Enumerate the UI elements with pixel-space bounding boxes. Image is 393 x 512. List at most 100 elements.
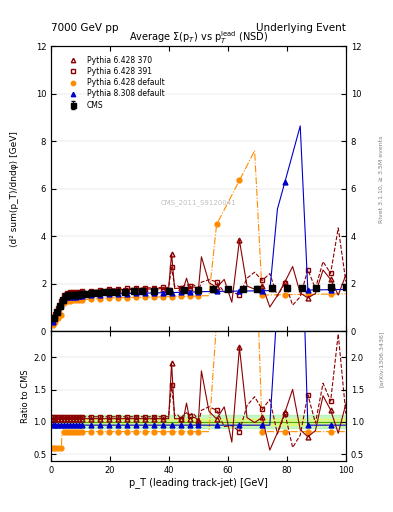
Pythia 6.428 391 xyxy=(151,285,156,291)
Pythia 6.428 391 xyxy=(116,286,120,292)
Pythia 8.308 default xyxy=(70,294,75,300)
Pythia 8.308 default xyxy=(76,293,81,300)
Pythia 6.428 default xyxy=(142,294,147,300)
Pythia 6.428 391 xyxy=(328,270,333,276)
Pythia 6.428 391 xyxy=(305,267,310,273)
Pythia 6.428 default xyxy=(65,298,70,304)
Line: Pythia 6.428 370: Pythia 6.428 370 xyxy=(50,238,333,323)
Legend: Pythia 6.428 370, Pythia 6.428 391, Pythia 6.428 default, Pythia 8.308 default, : Pythia 6.428 370, Pythia 6.428 391, Pyth… xyxy=(64,56,164,110)
Pythia 6.428 default xyxy=(89,296,94,302)
Pythia 6.428 default xyxy=(97,295,102,302)
Pythia 6.428 391 xyxy=(187,283,192,289)
Pythia 6.428 370 xyxy=(142,286,147,292)
Text: CMS_2011_S9120041: CMS_2011_S9120041 xyxy=(161,200,236,206)
Pythia 6.428 370 xyxy=(53,311,58,317)
Pythia 8.308 default xyxy=(260,288,264,294)
Pythia 6.428 default xyxy=(70,297,75,304)
Pythia 8.308 default xyxy=(283,178,287,184)
Pythia 6.428 370 xyxy=(133,286,138,292)
Pythia 6.428 391 xyxy=(178,285,183,291)
Pythia 6.428 default xyxy=(178,293,183,300)
X-axis label: p_T (leading track-jet) [GeV]: p_T (leading track-jet) [GeV] xyxy=(129,477,268,488)
Pythia 6.428 default xyxy=(169,293,174,300)
Pythia 6.428 370 xyxy=(80,289,84,295)
Pythia 8.308 default xyxy=(80,293,84,299)
Pythia 6.428 370 xyxy=(151,286,156,292)
Pythia 6.428 default xyxy=(214,221,219,227)
Pythia 8.308 default xyxy=(237,288,242,294)
Pythia 8.308 default xyxy=(169,289,174,295)
Pythia 8.308 default xyxy=(65,294,70,301)
Pythia 6.428 391 xyxy=(56,305,61,311)
Pythia 6.428 default xyxy=(187,293,192,300)
Text: 7000 GeV pp: 7000 GeV pp xyxy=(51,23,119,33)
Pythia 6.428 370 xyxy=(196,286,201,292)
Pythia 6.428 370 xyxy=(50,317,55,324)
Pythia 6.428 391 xyxy=(59,298,64,305)
Pythia 8.308 default xyxy=(328,287,333,293)
Pythia 6.428 default xyxy=(125,294,129,301)
Text: Underlying Event: Underlying Event xyxy=(256,23,346,33)
Pythia 6.428 default xyxy=(59,312,64,318)
Pythia 6.428 370 xyxy=(65,291,70,297)
Pythia 6.428 default xyxy=(50,322,55,328)
Pythia 6.428 default xyxy=(283,292,287,298)
Pythia 6.428 370 xyxy=(107,287,111,293)
Pythia 6.428 default xyxy=(151,294,156,300)
Pythia 8.308 default xyxy=(68,294,72,300)
Pythia 6.428 default xyxy=(237,177,242,183)
Pythia 8.308 default xyxy=(305,287,310,293)
Title: Average $\Sigma$(p$_T$) vs p$_T^{\mathrm{lead}}$ (NSD): Average $\Sigma$(p$_T$) vs p$_T^{\mathrm… xyxy=(129,29,268,46)
Pythia 6.428 391 xyxy=(97,287,102,293)
Y-axis label: ⟨d² sum(p_T)/dndφ⟩ [GeV]: ⟨d² sum(p_T)/dndφ⟩ [GeV] xyxy=(10,131,19,247)
Pythia 6.428 391 xyxy=(196,288,201,294)
Pythia 8.308 default xyxy=(142,290,147,296)
Line: Pythia 8.308 default: Pythia 8.308 default xyxy=(50,179,333,324)
Pythia 6.428 default xyxy=(196,293,201,299)
Pythia 6.428 370 xyxy=(187,285,192,291)
Pythia 8.308 default xyxy=(178,289,183,295)
Pythia 6.428 391 xyxy=(50,317,55,324)
Pythia 6.428 default xyxy=(80,297,84,303)
Pythia 6.428 391 xyxy=(70,289,75,295)
Text: [arXiv:1306.3436]: [arXiv:1306.3436] xyxy=(379,330,384,387)
Pythia 6.428 370 xyxy=(125,287,129,293)
Line: Pythia 6.428 default: Pythia 6.428 default xyxy=(50,178,333,328)
Y-axis label: Ratio to CMS: Ratio to CMS xyxy=(21,369,30,423)
Pythia 6.428 391 xyxy=(76,289,81,295)
Pythia 6.428 default xyxy=(160,294,165,300)
Pythia 6.428 391 xyxy=(62,292,66,298)
Pythia 8.308 default xyxy=(160,290,165,296)
Pythia 6.428 370 xyxy=(237,237,242,243)
Pythia 6.428 370 xyxy=(178,285,183,291)
Pythia 6.428 370 xyxy=(260,283,264,289)
Pythia 6.428 default xyxy=(133,294,138,301)
Pythia 6.428 391 xyxy=(142,285,147,291)
Pythia 6.428 391 xyxy=(237,292,242,298)
Text: Rivet 3.1.10, ≥ 3.5M events: Rivet 3.1.10, ≥ 3.5M events xyxy=(379,136,384,223)
Pythia 8.308 default xyxy=(107,291,111,297)
Pythia 6.428 391 xyxy=(53,311,58,317)
Pythia 8.308 default xyxy=(59,302,64,308)
Pythia 6.428 370 xyxy=(73,290,78,296)
Pythia 8.308 default xyxy=(89,292,94,298)
Pythia 8.308 default xyxy=(116,291,120,297)
Pythia 6.428 default xyxy=(68,297,72,304)
Pythia 6.428 default xyxy=(56,315,61,322)
Pythia 8.308 default xyxy=(187,289,192,295)
Pythia 6.428 370 xyxy=(76,290,81,296)
Pythia 6.428 default xyxy=(328,291,333,297)
Pythia 6.428 391 xyxy=(80,288,84,294)
Pythia 6.428 391 xyxy=(65,289,70,295)
Pythia 6.428 370 xyxy=(328,276,333,283)
Pythia 6.428 370 xyxy=(62,293,66,299)
Pythia 6.428 391 xyxy=(68,289,72,295)
Pythia 6.428 391 xyxy=(160,284,165,290)
Pythia 8.308 default xyxy=(50,318,55,325)
Pythia 6.428 391 xyxy=(125,285,129,291)
Pythia 6.428 370 xyxy=(89,289,94,295)
Pythia 6.428 370 xyxy=(305,295,310,301)
Pythia 8.308 default xyxy=(56,307,61,313)
Pythia 8.308 default xyxy=(62,296,66,303)
Pythia 6.428 370 xyxy=(70,290,75,296)
